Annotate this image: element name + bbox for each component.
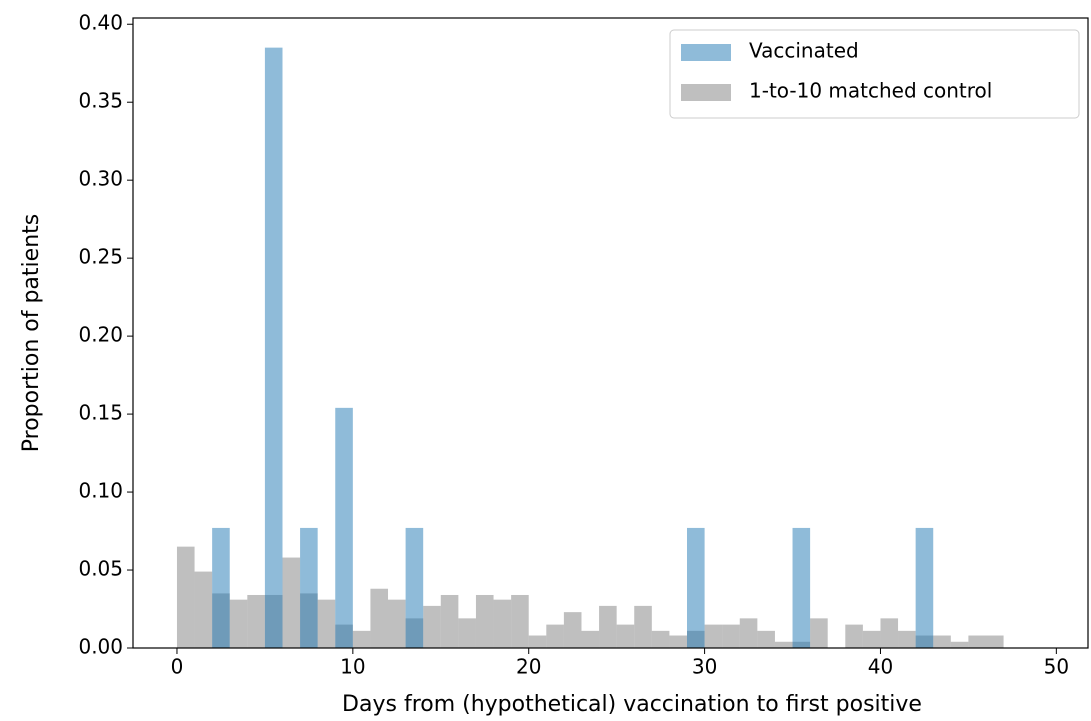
bar	[317, 599, 336, 648]
bar	[634, 605, 652, 648]
bar	[388, 599, 406, 648]
bar	[335, 407, 353, 648]
bar	[282, 557, 301, 648]
y-tick-label: 0.00	[78, 635, 123, 659]
legend-swatch	[681, 84, 731, 101]
y-tick-label: 0.10	[78, 479, 123, 503]
bar	[651, 630, 670, 648]
bar	[880, 618, 899, 648]
bar	[985, 635, 1004, 648]
bar	[493, 599, 512, 648]
bar	[458, 618, 476, 648]
plot-area	[176, 47, 1004, 648]
y-axis-label: Proportion of patients	[19, 214, 44, 452]
bar	[300, 527, 318, 648]
bar	[247, 594, 265, 648]
y-tick-label: 0.20	[78, 323, 123, 347]
y-tick-label: 0.35	[78, 89, 123, 113]
y-tick-label: 0.15	[78, 401, 123, 425]
bar	[194, 571, 213, 648]
bar	[968, 635, 986, 648]
bar	[898, 630, 916, 648]
bar	[511, 594, 529, 648]
bar	[352, 630, 371, 648]
bar	[229, 599, 248, 648]
bar	[810, 618, 828, 648]
bar	[757, 630, 775, 648]
x-tick-label: 30	[692, 655, 717, 679]
bar	[845, 624, 863, 648]
x-axis-label: Days from (hypothetical) vaccination to …	[342, 692, 922, 717]
legend-label: 1-to-10 matched control	[749, 79, 992, 103]
x-tick-label: 50	[1044, 655, 1069, 679]
bar	[774, 641, 793, 648]
bar	[616, 624, 635, 648]
legend-label: Vaccinated	[749, 39, 859, 63]
bar	[475, 594, 494, 648]
bar	[212, 527, 230, 648]
bar	[862, 630, 881, 648]
bar	[546, 624, 564, 648]
bar	[563, 612, 582, 648]
bar	[440, 594, 459, 648]
bar	[687, 527, 705, 648]
y-tick-label: 0.25	[78, 245, 123, 269]
bar	[722, 624, 740, 648]
x-tick-label: 40	[868, 655, 893, 679]
bar	[528, 635, 547, 648]
bar	[915, 527, 934, 648]
legend-box	[669, 29, 1080, 119]
y-tick-label: 0.05	[78, 557, 123, 581]
bar	[581, 630, 600, 648]
y-tick-label: 0.30	[78, 167, 123, 191]
bar	[739, 618, 758, 648]
bar	[423, 605, 441, 648]
bar	[792, 527, 811, 648]
bar	[704, 624, 723, 648]
bar	[370, 588, 389, 648]
x-tick-label: 0	[171, 655, 184, 679]
y-tick-label: 0.40	[78, 11, 123, 35]
bar	[176, 546, 195, 648]
x-tick-label: 10	[340, 655, 365, 679]
bar	[599, 605, 617, 648]
bar	[933, 635, 951, 648]
plot-frame	[132, 17, 1089, 649]
bar	[264, 47, 283, 648]
legend-swatch	[681, 44, 731, 61]
bar	[405, 527, 424, 648]
bar	[669, 635, 688, 648]
x-tick-label: 20	[516, 655, 541, 679]
bar	[950, 641, 969, 648]
